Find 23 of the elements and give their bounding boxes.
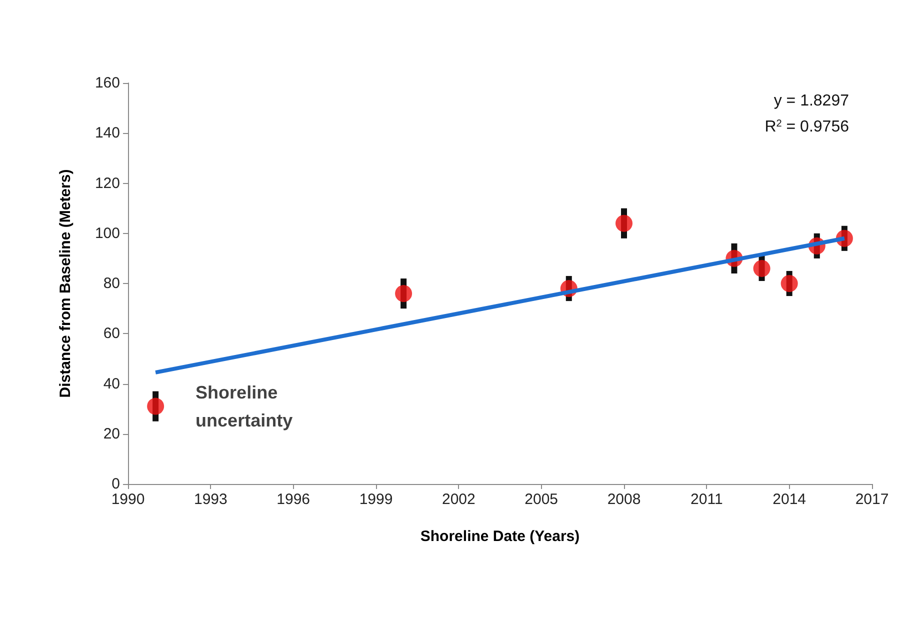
x-tick-label: 2017 bbox=[855, 491, 889, 508]
x-tick-label: 2014 bbox=[772, 491, 806, 508]
y-tick-label: 100 bbox=[94, 224, 120, 242]
y-tick-label: 120 bbox=[94, 174, 120, 192]
y-tick-label: 40 bbox=[103, 375, 120, 392]
annotation: y = 1.8297 bbox=[774, 92, 850, 110]
y-tick-label: 140 bbox=[94, 124, 120, 142]
annotation: Shoreline uncertainty bbox=[196, 382, 293, 430]
x-tick-label: 1990 bbox=[111, 491, 145, 508]
y-tick-label: 20 bbox=[103, 425, 120, 442]
x-tick-label: 1996 bbox=[276, 491, 310, 508]
y-tick-label: 80 bbox=[103, 275, 120, 292]
x-tick-label: 2005 bbox=[524, 491, 558, 508]
x-tick-label: 1999 bbox=[359, 491, 393, 508]
x-axis-title: Shoreline Date (Years) bbox=[420, 528, 580, 545]
x-tick-label: 2002 bbox=[442, 491, 476, 508]
x-tick-label: 1993 bbox=[194, 491, 228, 508]
x-tick-label: 2008 bbox=[607, 491, 641, 508]
y-axis-title: Distance from Baseline (Meters) bbox=[57, 169, 74, 398]
y-tick-label: 160 bbox=[94, 74, 120, 92]
x-tick-label: 2011 bbox=[690, 491, 723, 508]
y-tick-label: 0 bbox=[112, 476, 120, 492]
y-tick-label: 60 bbox=[103, 325, 120, 342]
